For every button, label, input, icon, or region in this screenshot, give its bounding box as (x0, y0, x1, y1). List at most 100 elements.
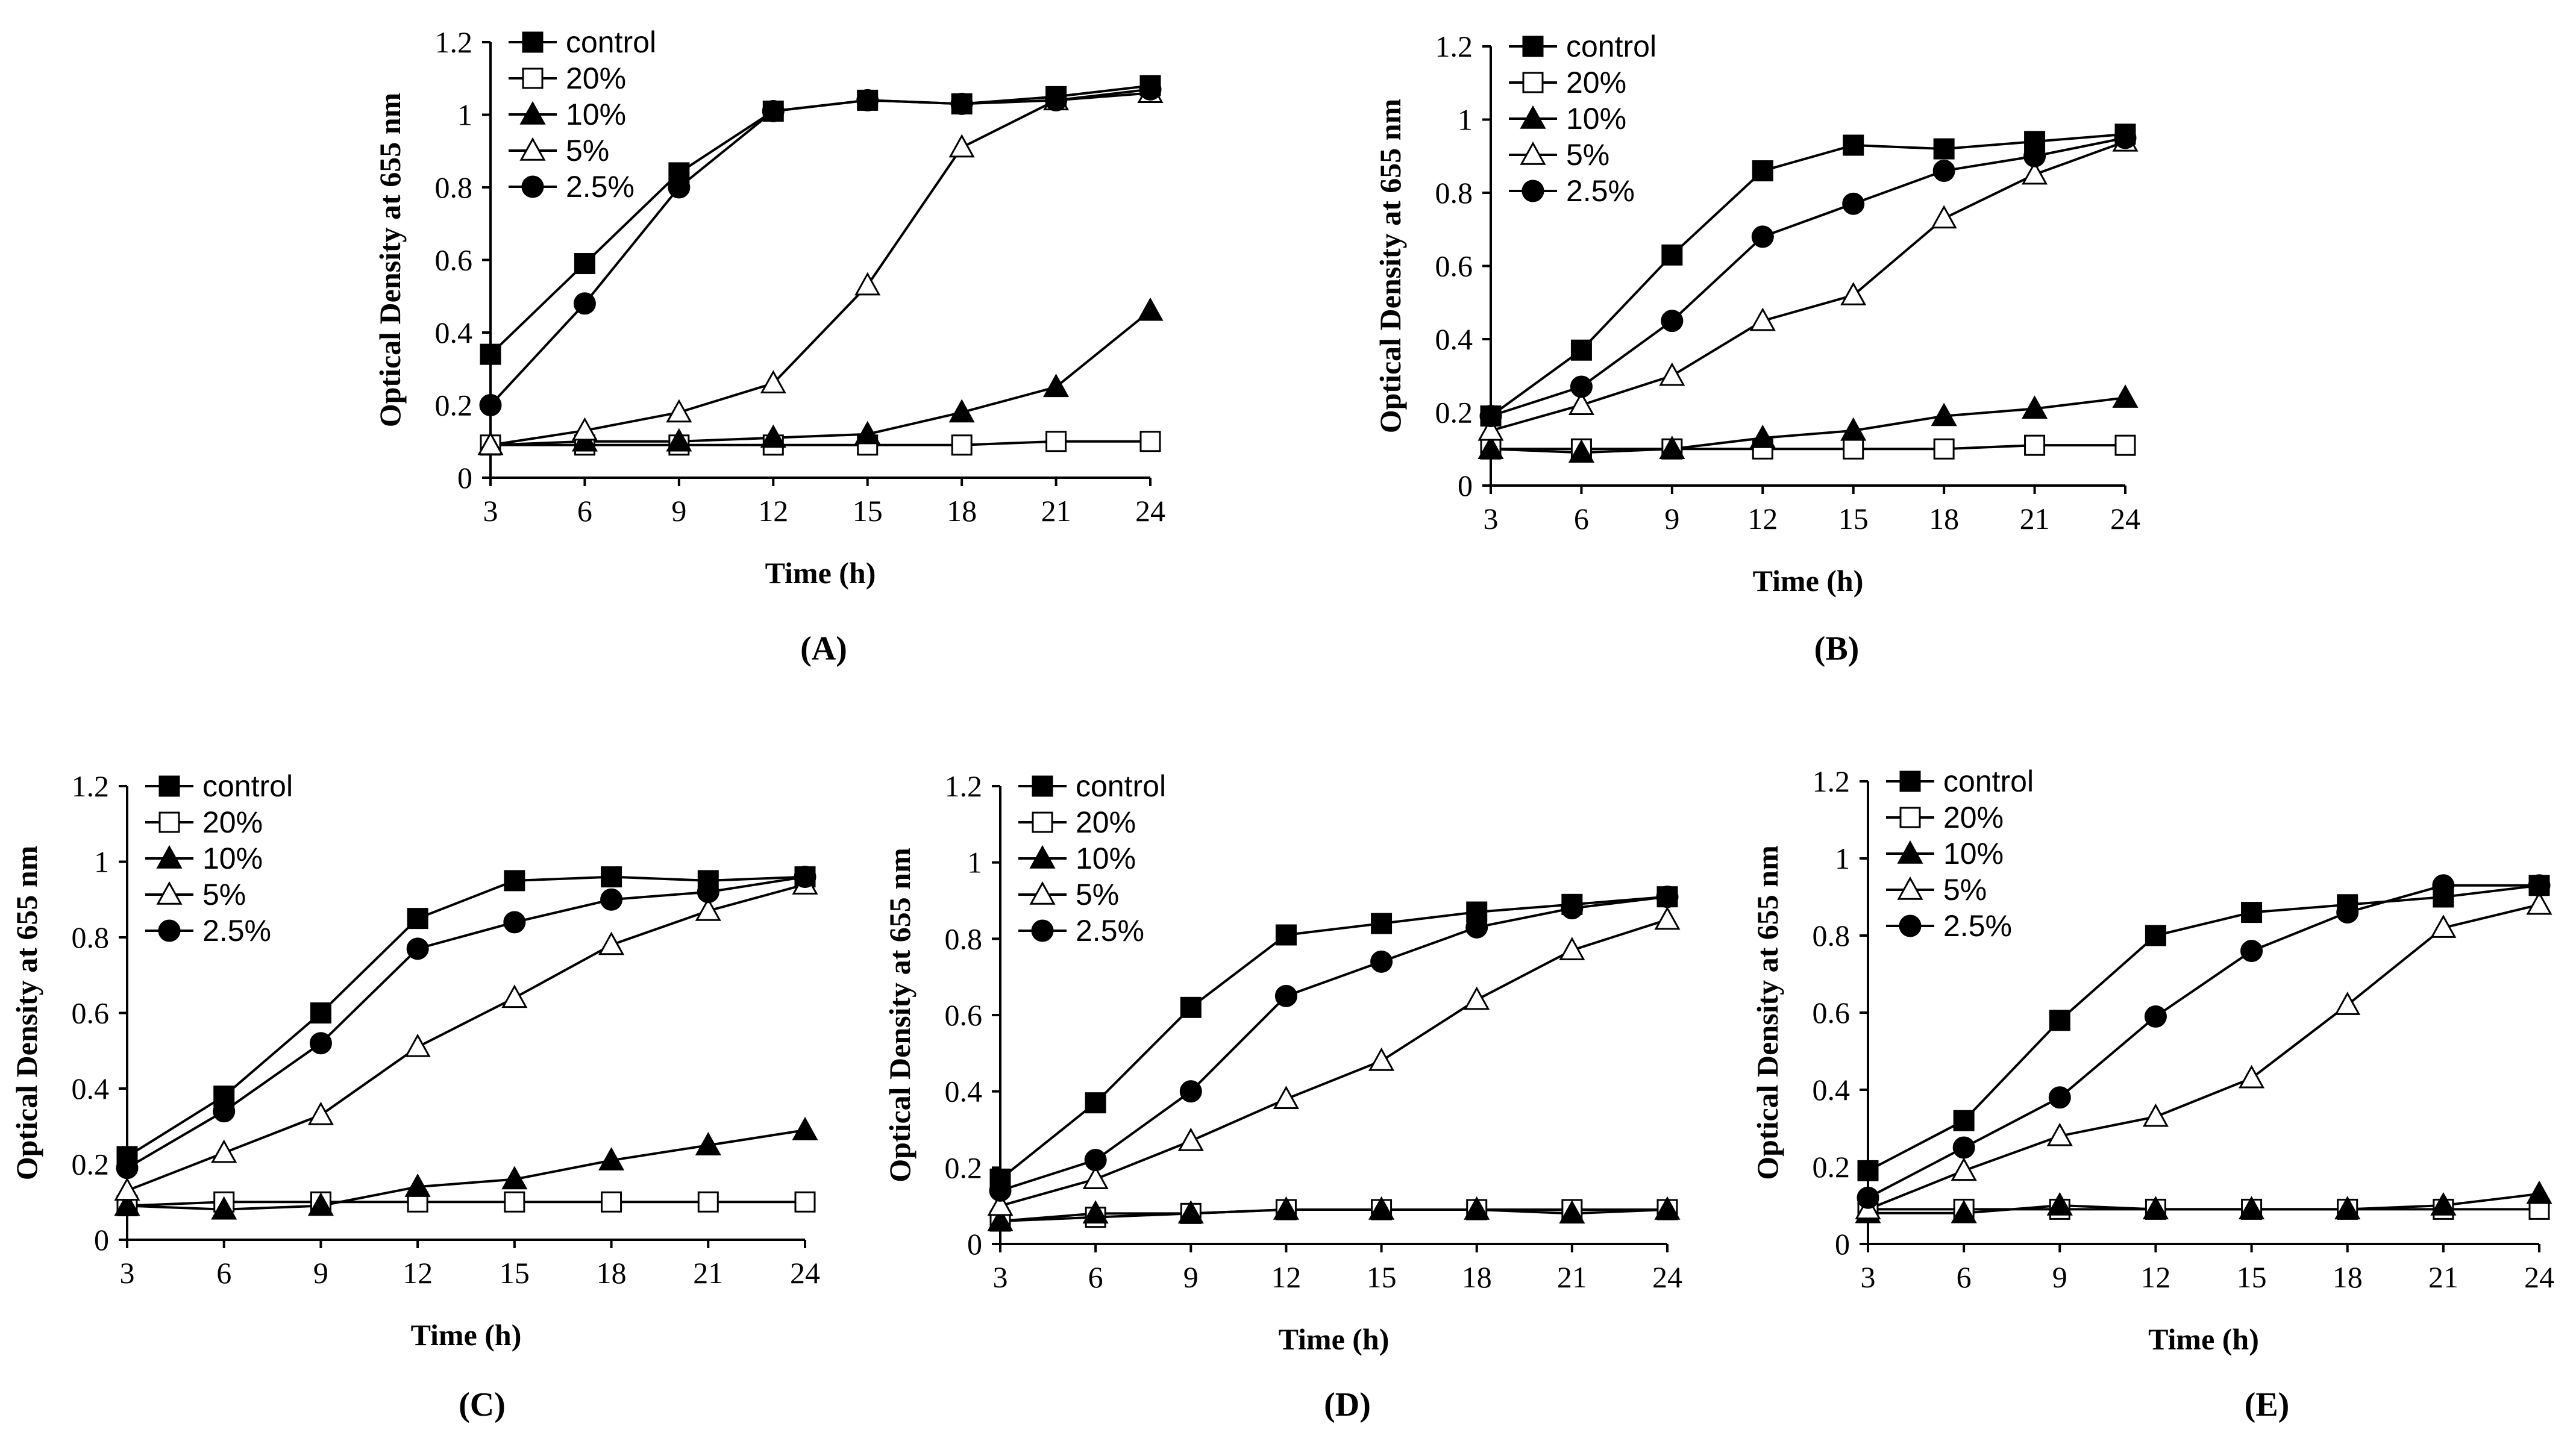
data-point (1749, 424, 1776, 448)
data-point (987, 1192, 1014, 1216)
data-point (854, 272, 881, 296)
data-point (1273, 1196, 1299, 1220)
data-point (571, 417, 598, 441)
data-point (1082, 1166, 1109, 1190)
series-line-2-5pct (1490, 136, 2126, 417)
series-line-2-5pct (489, 88, 1151, 406)
y-axis-title: Optical Density at 655 nm (1750, 845, 1784, 1180)
data-point (504, 1191, 525, 1213)
legend-label: 10% (202, 842, 263, 875)
data-point (600, 888, 623, 911)
data-point (1570, 339, 1592, 361)
data-point (2239, 1196, 2265, 1220)
x-axis-title: Time (h) (1753, 564, 1864, 598)
x-tick-label: 9 (313, 1256, 328, 1290)
x-tick-label: 24 (2110, 502, 2140, 536)
x-axis-title: Time (h) (411, 1318, 522, 1352)
data-point (1751, 225, 1774, 248)
series-line-control (1867, 884, 2540, 1172)
series-line-20pct (1491, 444, 2125, 451)
legend-label: control (1076, 769, 1166, 803)
legend-marker (158, 775, 180, 797)
legend-marker (158, 811, 180, 833)
x-tick-label: 24 (2524, 1260, 2554, 1294)
data-point (1275, 924, 1297, 946)
data-point (1933, 138, 1955, 160)
y-tick-label: 0.8 (1435, 176, 1473, 210)
data-point (1085, 1092, 1106, 1114)
y-tick-label: 1.2 (72, 769, 110, 803)
series-line-5pct (127, 883, 806, 1192)
data-point (2142, 1103, 2169, 1127)
x-tick-label: 21 (1557, 1260, 1587, 1294)
data-point (480, 343, 501, 365)
legend-label: 20% (202, 805, 263, 839)
data-point (1274, 984, 1297, 1007)
data-point (1568, 392, 1594, 416)
data-point (1840, 417, 1867, 441)
data-point (404, 1173, 431, 1197)
y-tick-label: 0.6 (1435, 249, 1473, 283)
x-tick-label: 18 (597, 1256, 627, 1290)
data-point (2022, 395, 2048, 419)
y-tick-label: 1.2 (945, 769, 983, 803)
legend-label: 2.5% (1943, 909, 2012, 943)
data-point (2430, 914, 2457, 938)
legend-marker (522, 67, 544, 89)
data-point (1952, 1136, 1975, 1159)
legend-marker (156, 881, 183, 905)
x-tick-label: 6 (577, 494, 592, 528)
y-tick-label: 0 (1835, 1227, 1850, 1261)
y-tick-label: 1 (457, 98, 472, 132)
chart-panel-a: 0 0.2 0.4 0.6 0.8 1 1.2 3 6 9 12 15 18 21 24 Time (h) Op… (373, 25, 1165, 667)
data-point (1464, 986, 1490, 1010)
chart-panel-e: 0 0.2 0.4 0.6 0.8 1 1.2 3 6 9 12 15 18 21 24 Time (h) Op… (1750, 764, 2554, 1423)
legend-label: 5% (202, 878, 246, 911)
data-point (666, 399, 692, 423)
data-point (1659, 436, 1685, 459)
data-point (951, 434, 973, 456)
data-point (2049, 1010, 2070, 1031)
data-point (1933, 438, 1955, 460)
data-point (856, 89, 879, 111)
data-point (1953, 1110, 1975, 1131)
data-point (310, 1002, 331, 1023)
data-point (2239, 1064, 2265, 1089)
x-tick-label: 15 (1367, 1260, 1397, 1294)
data-point (601, 1191, 622, 1213)
y-tick-label: 1 (94, 845, 109, 879)
legend-marker (1899, 807, 1921, 828)
data-point (2022, 161, 2048, 185)
panel-label: (B) (1814, 630, 1860, 667)
data-point (697, 881, 719, 904)
data-point (406, 937, 429, 960)
legend-marker (1522, 72, 1544, 93)
legend-label: 20% (1943, 801, 2004, 834)
x-tick-label: 15 (853, 494, 883, 528)
legend-label: control (1566, 30, 1656, 63)
data-point (2334, 1196, 2361, 1220)
x-tick-label: 15 (500, 1256, 530, 1290)
data-point (211, 1196, 237, 1220)
y-tick-label: 0.2 (1435, 396, 1473, 430)
legend-label: 10% (566, 98, 626, 131)
data-point (1659, 362, 1685, 386)
y-axis-title: Optical Density at 655 nm (1373, 99, 1407, 434)
data-point (1045, 89, 1068, 111)
legend-label: control (202, 769, 293, 803)
series-line-10pct (127, 1129, 806, 1211)
data-point (1843, 438, 1864, 460)
legend-label: 20% (1076, 805, 1136, 839)
data-point (1045, 431, 1067, 452)
data-point (601, 866, 622, 888)
data-point (1842, 192, 1865, 215)
data-point (695, 897, 721, 921)
data-point (573, 292, 596, 315)
x-tick-label: 18 (1462, 1260, 1492, 1294)
y-axis-title: Optical Density at 655 nm (10, 846, 43, 1181)
y-tick-label: 0.8 (435, 170, 473, 204)
data-point (1177, 1127, 1204, 1151)
y-tick-label: 1 (967, 846, 982, 880)
